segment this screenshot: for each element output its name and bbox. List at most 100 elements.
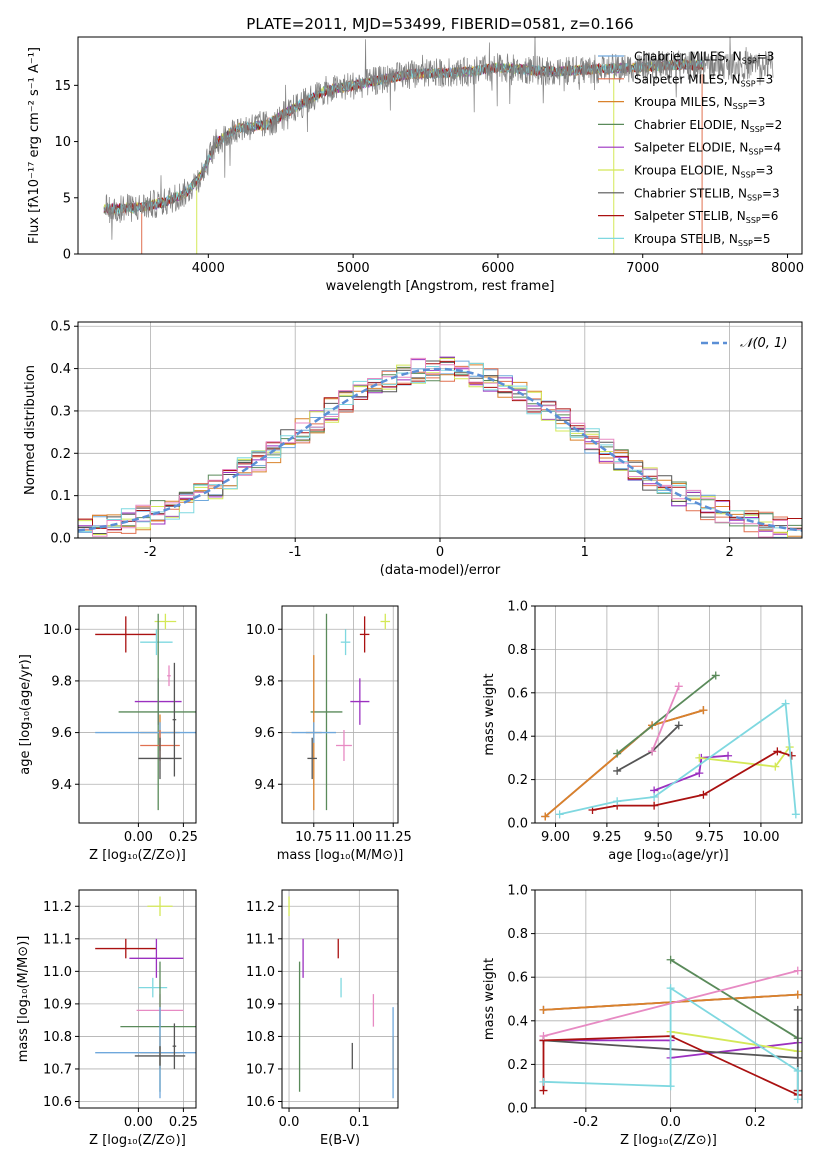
axes-frame [534, 889, 803, 1109]
plus-marker [539, 1077, 548, 1086]
y-tick-label: 10.6 [246, 1095, 275, 1110]
plus-marker [793, 1066, 802, 1075]
axes-mass_vs_Z [79, 890, 196, 1108]
plot-area-age_vs_mass [291, 613, 391, 811]
series-line [541, 706, 708, 821]
series-path [543, 969, 799, 1037]
y-tick-label: 1.0 [507, 600, 528, 615]
y-tick-label: 9.8 [254, 674, 275, 689]
y-tick-label: 9.4 [51, 778, 72, 793]
y-tick-label: 11.0 [43, 965, 72, 980]
plot-area-residuals [78, 356, 802, 538]
frame-mass_vs_Z: 0.00 0.25 10.6 10.7 10.8 10.9 11.0 11.1 11.2 Z [l… [16, 889, 198, 1148]
legend-entry: Salpeter ELODIE, NSSP=4 [634, 141, 781, 157]
series-line [588, 747, 796, 814]
legend-entry: Kroupa STELIB, NSSP=5 [634, 232, 771, 248]
plus-marker [613, 766, 622, 775]
x-tick-label: 7000 [626, 261, 659, 276]
plus-marker [666, 984, 675, 993]
y-tick-label: 10.8 [246, 1030, 275, 1045]
plot-area-mass_vs_EBV [288, 896, 394, 1099]
plus-marker [541, 812, 550, 821]
y-tick-label: 0.4 [507, 730, 528, 745]
legend-entry: Chabrier MILES, NSSP=3 [634, 50, 774, 66]
x-axis-label: Z [log₁₀(Z/Z⊙)] [89, 848, 186, 863]
frame-mass_vs_EBV: 0.0 0.1 10.6 10.7 10.8 10.9 11.0 11.1 11.2 E(B-V) [246, 889, 399, 1148]
x-tick-label: 9.75 [695, 830, 724, 845]
y-tick-label: 11.1 [43, 932, 72, 947]
series-path [592, 750, 792, 811]
y-tick-label: 10.0 [43, 623, 72, 638]
x-tick-label: -1 [289, 545, 302, 560]
frame-weight_vs_Z: -0.2 0.0 0.2 0.0 0.2 0.4 0.6 0.8 1.0 Z [log₁₀(Z/Z… [482, 884, 803, 1148]
legend-entry: Kroupa ELODIE, NSSP=3 [634, 164, 773, 180]
plus-marker [771, 762, 780, 771]
plus-marker [674, 682, 683, 691]
plus-marker [791, 810, 800, 819]
series-path [653, 754, 729, 792]
x-axis-label: (data-model)/error [380, 563, 501, 578]
y-tick-label: 11.2 [43, 900, 72, 915]
plus-marker [793, 990, 802, 999]
error-point [138, 737, 182, 780]
error-point [134, 1046, 186, 1066]
x-axis-label: E(B-V) [320, 1133, 360, 1148]
y-tick-label: 0.2 [507, 773, 528, 788]
y-axis-label: mass [log₁₀(M/M⊙)] [16, 936, 31, 1063]
y-tick-label: 0.0 [50, 532, 71, 547]
plus-marker [648, 747, 657, 756]
error-point [350, 678, 370, 725]
axes-frame [78, 889, 197, 1109]
y-tick-label: 5 [63, 191, 71, 206]
axes-spectrum [103, 37, 774, 254]
series-line [541, 706, 708, 821]
plus-marker [613, 797, 622, 806]
x-tick-label: 0 [436, 545, 444, 560]
x-tick-label: 2 [725, 545, 733, 560]
x-axis-label: age [log₁₀(age/yr)] [608, 848, 729, 863]
y-tick-label: 0.8 [507, 643, 528, 658]
y-axis-label: mass weight [482, 673, 497, 755]
series-path [559, 701, 797, 816]
plus-marker [674, 721, 683, 730]
figure-title: PLATE=2011, MJD=53499, FIBERID=0581, z=0… [246, 15, 633, 33]
y-tick-label: 10.8 [43, 1030, 72, 1045]
series-path [670, 959, 799, 1039]
legend-entry: Salpeter MILES, NSSP=3 [634, 72, 773, 88]
frame-spectrum: 4000 5000 6000 7000 8000 0 5 10 15 wavelength [An… [27, 36, 804, 294]
plus-marker [781, 699, 790, 708]
plus-marker [773, 747, 782, 756]
error-point [138, 977, 168, 998]
y-tick-label: 10.0 [246, 623, 275, 638]
series-line [650, 751, 733, 795]
x-tick-label: 9.25 [592, 830, 621, 845]
axes-frame [281, 605, 399, 824]
plus-marker [793, 1053, 802, 1062]
normal-curve [78, 367, 802, 532]
x-tick-label: 0.2 [745, 1115, 766, 1130]
series-path [651, 685, 680, 752]
plus-marker [793, 1095, 802, 1104]
y-tick-label: 0.3 [50, 404, 71, 419]
series-line [666, 1027, 802, 1056]
plus-marker [666, 1082, 675, 1091]
y-tick-label: 10.9 [246, 997, 275, 1012]
axes-frame [77, 36, 803, 255]
plus-marker [793, 1005, 802, 1014]
axes-weight_vs_age [535, 605, 802, 824]
y-tick-label: 0.1 [50, 489, 71, 504]
error-point [140, 629, 173, 656]
y-tick-label: 10.7 [246, 1062, 275, 1077]
series-line [539, 984, 802, 1104]
plot-area-weight_vs_age [541, 671, 800, 821]
axes-residuals [78, 322, 802, 539]
plus-marker [666, 955, 675, 964]
plus-marker [695, 753, 704, 762]
plus-marker [539, 1086, 548, 1095]
series-path [670, 1030, 798, 1053]
legend-entry: Chabrier STELIB, NSSP=3 [634, 186, 780, 202]
plus-marker [650, 792, 659, 801]
x-tick-label: 4000 [192, 261, 225, 276]
series-line [555, 699, 800, 819]
y-tick-label: 10 [54, 135, 71, 150]
